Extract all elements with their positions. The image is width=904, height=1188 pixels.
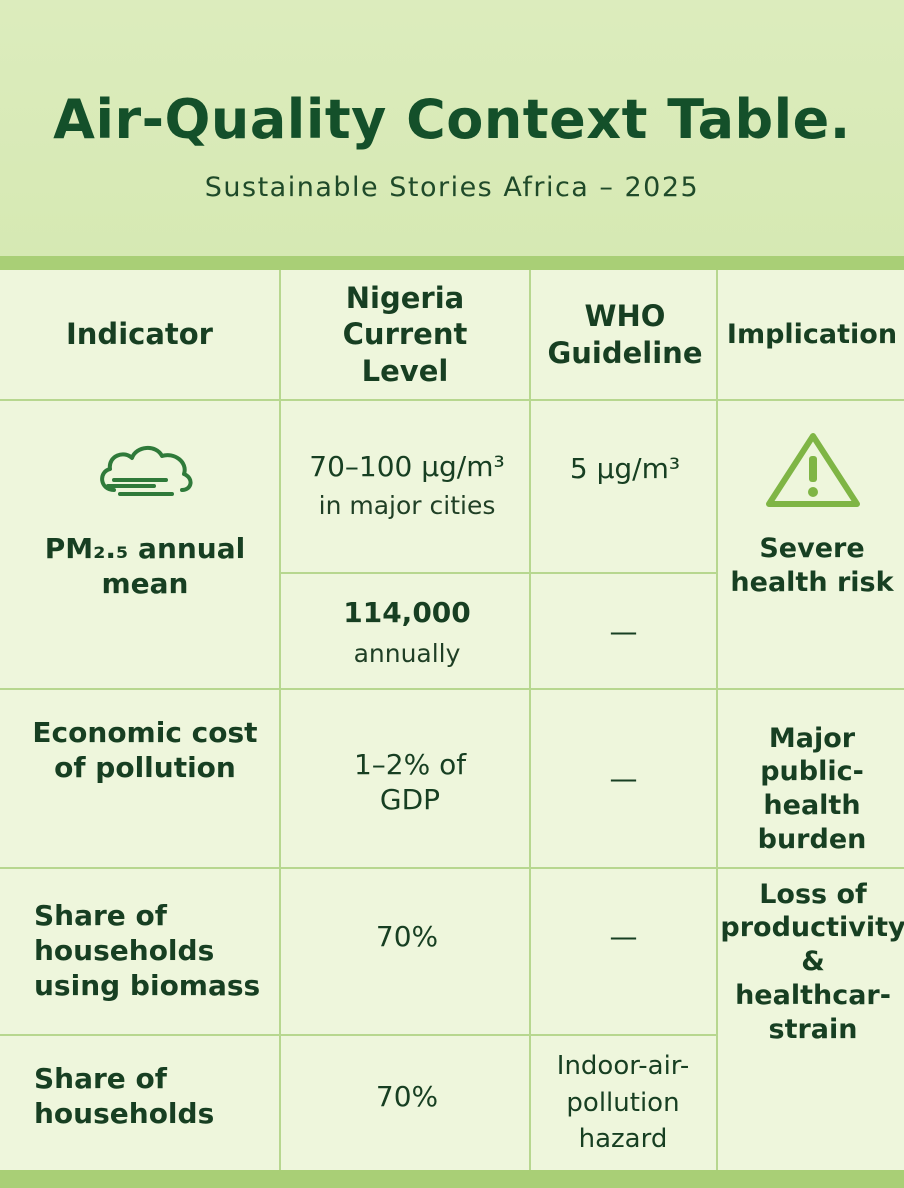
grid-line bbox=[0, 867, 904, 869]
who-value: — bbox=[609, 762, 638, 795]
bottom-band bbox=[0, 1170, 904, 1188]
who-value-cell: — bbox=[531, 574, 716, 688]
who-value-cell: 5 µg/m³ bbox=[540, 446, 710, 490]
column-header-who: WHO Guideline bbox=[545, 270, 705, 399]
implication-text: Severe health risk bbox=[730, 533, 894, 598]
grid-line bbox=[0, 399, 904, 401]
warning-triangle-icon bbox=[763, 430, 863, 514]
implication-cell: Severe health risk bbox=[724, 525, 900, 607]
nigeria-value-cell: 70–100 µg/m³ in major cities bbox=[282, 445, 532, 525]
indicator-cell: Share of households using biomass bbox=[34, 890, 274, 1010]
indicator-label: PM₂.₅ annual mean bbox=[44, 532, 246, 600]
indicator-cell: Share of households bbox=[34, 1056, 234, 1136]
grid-line bbox=[716, 270, 718, 1170]
who-value-cell: — bbox=[531, 869, 716, 1004]
indicator-label: Share of households bbox=[34, 1062, 215, 1130]
column-header-label: Nigeria Current Level bbox=[342, 281, 468, 388]
nigeria-value: 70% bbox=[375, 1079, 439, 1113]
grid-line bbox=[0, 1034, 716, 1036]
page-title: Air-Quality Context Table. bbox=[53, 88, 851, 151]
who-value-cell: Indoor-air-pollution hazard bbox=[535, 1040, 711, 1166]
cloud-wind-icon bbox=[92, 438, 200, 504]
page-subtitle: Sustainable Stories Africa – 2025 bbox=[204, 172, 700, 203]
column-header-label: Indicator bbox=[66, 317, 213, 352]
top-band bbox=[0, 256, 904, 270]
who-value: 5 µg/m³ bbox=[569, 451, 681, 485]
indicator-label: Economic cost of pollution bbox=[32, 716, 258, 784]
context-table: Indicator Nigeria Current Level WHO Guid… bbox=[0, 270, 904, 1170]
indicator-cell: Economic cost of pollution bbox=[16, 710, 274, 790]
who-value-cell: — bbox=[531, 690, 716, 867]
implication-cell: Major public-health burden bbox=[752, 715, 872, 863]
who-value: — bbox=[609, 920, 638, 953]
grid-line bbox=[0, 688, 904, 690]
nigeria-value-cell: 70% bbox=[282, 869, 532, 1004]
implication-text: Loss of productivity & healthcar- strain bbox=[720, 878, 904, 1045]
nigeria-value: 114,000 bbox=[343, 595, 471, 629]
who-value: Indoor-air-pollution hazard bbox=[556, 1051, 690, 1155]
column-header-label: WHO Guideline bbox=[547, 299, 703, 370]
nigeria-value-cell: 70% bbox=[282, 1036, 532, 1156]
grid-line bbox=[529, 270, 531, 1170]
nigeria-value: 70–100 µg/m³ bbox=[309, 449, 505, 483]
nigeria-value-cell: 1–2% of GDP bbox=[330, 740, 490, 824]
implication-text: Major public-health burden bbox=[757, 722, 867, 855]
implication-cell: Loss of productivity & healthcar- strain bbox=[720, 879, 904, 1045]
column-header-label: Implication bbox=[726, 318, 898, 350]
nigeria-value-cell: 114,000 annually bbox=[282, 590, 532, 674]
header: Air-Quality Context Table. Sustainable S… bbox=[0, 0, 904, 256]
nigeria-note: annually bbox=[353, 638, 461, 668]
column-header-implication: Implication bbox=[720, 270, 904, 399]
column-header-indicator: Indicator bbox=[0, 270, 279, 399]
nigeria-value: 1–2% of GDP bbox=[353, 748, 467, 816]
who-value: — bbox=[609, 614, 638, 648]
nigeria-value: 70% bbox=[375, 920, 439, 953]
nigeria-note: in major cities bbox=[318, 490, 496, 520]
grid-line bbox=[279, 572, 716, 574]
grid-line bbox=[279, 270, 281, 1170]
indicator-cell: PM₂.₅ annual mean bbox=[20, 526, 270, 606]
column-header-nigeria: Nigeria Current Level bbox=[295, 270, 515, 399]
indicator-label: Share of households using biomass bbox=[34, 898, 261, 1002]
